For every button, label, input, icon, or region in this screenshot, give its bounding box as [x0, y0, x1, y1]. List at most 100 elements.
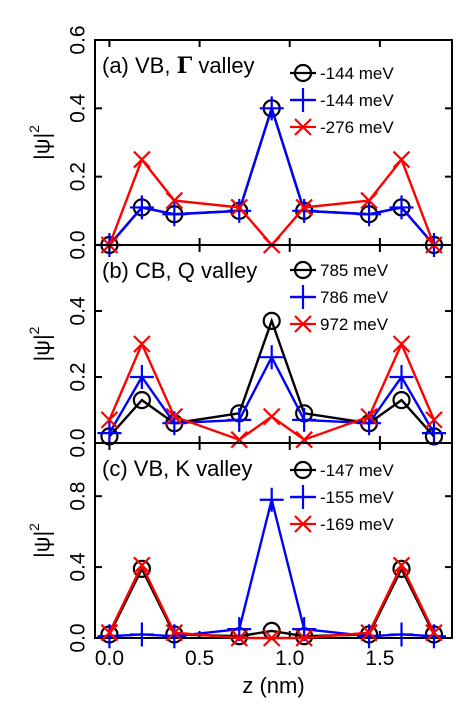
y-tick-label: 0.0 — [67, 623, 90, 652]
data-point — [295, 430, 313, 449]
data-point — [162, 624, 187, 649]
data-point — [97, 421, 122, 446]
legend-label: -147 meV — [320, 461, 394, 480]
data-point — [392, 335, 411, 353]
data-point — [357, 624, 382, 649]
legend-marker — [291, 485, 315, 509]
y-axis-label: |ψ|2 — [26, 125, 55, 160]
y-tick-label: 0.4 — [67, 552, 90, 582]
panel-title-symbol: Γ — [177, 53, 193, 79]
data-point — [133, 150, 151, 169]
data-point — [292, 407, 317, 432]
x-tick-label: 1.0 — [275, 647, 304, 670]
data-point — [360, 191, 378, 210]
legend-marker — [294, 515, 312, 533]
y-tick-label: 0.0 — [67, 428, 90, 457]
data-point — [230, 629, 249, 647]
data-point — [129, 195, 154, 220]
data-point — [129, 622, 154, 647]
y-tick-label: 0.2 — [67, 362, 90, 391]
y-axis-label: |ψ|2 — [26, 326, 55, 361]
legend-marker — [294, 118, 312, 136]
y-axis-label-superscript: 2 — [26, 523, 42, 531]
y-tick-label: 0.8 — [67, 482, 90, 511]
legend-marker — [291, 88, 315, 112]
legend-marker — [293, 260, 313, 280]
data-point — [100, 623, 119, 642]
x-tick-label: 0.5 — [185, 647, 214, 670]
series-line — [108, 157, 436, 247]
data-point — [97, 624, 122, 649]
legend-marker — [294, 315, 312, 333]
data-point — [133, 556, 151, 575]
data-point — [259, 345, 284, 370]
data-point — [392, 391, 411, 410]
data-point — [227, 198, 252, 223]
legend-marker — [293, 460, 313, 480]
data-point — [132, 391, 151, 410]
data-point — [230, 198, 249, 217]
panel-2: 0.0 0.2 0.4 |ψ|2 (b) CB, Q valley 785 meV 786 … — [26, 244, 453, 458]
legend-label: -155 meV — [320, 488, 394, 507]
legend-marker — [291, 285, 315, 309]
data-point — [389, 622, 414, 647]
legend-marker — [293, 63, 313, 83]
series-line — [108, 317, 435, 438]
data-point — [357, 202, 382, 227]
legend-label: 785 meV — [320, 261, 389, 280]
series-line — [108, 562, 436, 640]
data-point — [392, 556, 411, 575]
y-tick-label: 0.2 — [67, 162, 90, 191]
y-tick-label: 0.4 — [67, 296, 90, 326]
data-point — [165, 407, 184, 426]
panel-title: (b) CB, Q valley — [102, 258, 257, 283]
data-point — [295, 629, 313, 647]
panel-title: (c) VB, K valley — [102, 456, 252, 481]
data-point — [360, 407, 378, 426]
data-point — [392, 150, 411, 169]
data-point — [259, 96, 284, 121]
data-point — [421, 624, 446, 649]
legend-label: -276 meV — [320, 118, 394, 137]
x-tick-label: 1.5 — [365, 647, 394, 670]
data-point — [295, 198, 313, 217]
y-tick-label: 0.6 — [67, 25, 90, 54]
data-point — [165, 191, 184, 210]
panel-title: (a) VB, Γ valley — [102, 53, 255, 79]
y-tick-label: 0.0 — [67, 230, 90, 259]
data-point — [392, 559, 411, 578]
data-point — [389, 365, 414, 389]
data-point — [292, 198, 317, 223]
y-axis-label-superscript: 2 — [26, 326, 42, 334]
data-point — [262, 629, 281, 647]
legend-label: 972 meV — [320, 315, 389, 334]
data-point — [129, 365, 154, 389]
data-point — [425, 411, 443, 429]
series-line — [108, 566, 436, 638]
x-axis-label: z (nm) — [242, 673, 304, 698]
data-point — [132, 559, 151, 578]
panel-3: 0.0 0.4 0.8 |ψ|2 (c) VB, K valley -147 meV -15… — [26, 442, 453, 653]
data-point — [227, 407, 252, 432]
y-tick-label: 0.4 — [67, 93, 90, 123]
data-point — [262, 407, 281, 426]
y-axis-label-superscript: 2 — [26, 125, 42, 133]
y-axis-label: |ψ|2 — [26, 523, 55, 558]
data-point — [162, 202, 187, 227]
data-point — [133, 335, 151, 353]
data-point — [100, 411, 119, 429]
data-point — [389, 195, 414, 220]
data-point — [230, 430, 249, 449]
data-point — [421, 421, 446, 446]
panel-1: 0.0 0.2 0.4 0.6 |ψ|2 (a) VB, Γ valley -144 meV… — [26, 25, 453, 260]
data-point — [259, 487, 284, 512]
legend-label: -144 meV — [320, 64, 394, 83]
data-point — [262, 311, 281, 330]
data-point — [360, 623, 378, 642]
data-point — [425, 623, 443, 642]
legend-label: 786 meV — [320, 288, 389, 307]
legend-label: -169 meV — [320, 515, 394, 534]
legend-label: -144 meV — [320, 91, 394, 110]
data-point — [165, 623, 184, 642]
